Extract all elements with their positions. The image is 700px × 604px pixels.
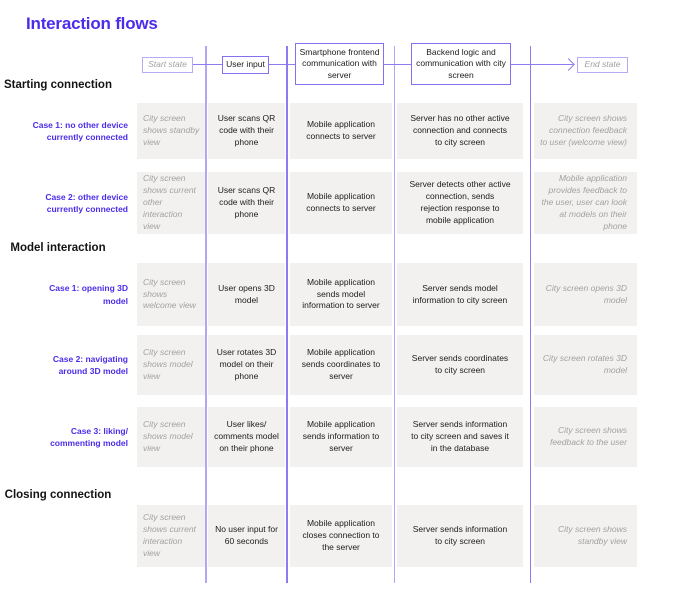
header-box-user-input: User input	[222, 56, 269, 74]
cell-backend: Server sends information to city screen …	[397, 407, 523, 467]
case-label: Case 1: opening 3D model	[49, 283, 128, 306]
column-separator-line	[393, 46, 395, 583]
cell-smartphone: Mobile application closes connection to …	[290, 505, 392, 567]
header-box-start-state: Start state	[142, 57, 193, 73]
flow-connector	[269, 64, 296, 66]
cell-user-input: No user input for 60 seconds	[208, 505, 285, 567]
cell-start-state: City screen shows current interaction vi…	[137, 505, 205, 567]
cell-user-input: User scans QR code with their phone	[208, 103, 285, 159]
cell-backend: Server sends coordinates to city screen	[397, 335, 523, 395]
flow-connector	[193, 64, 223, 66]
flow-connector-arrow-line	[511, 64, 573, 66]
table-row: Case 2: navigating around 3D model City …	[0, 335, 700, 395]
table-row: Case 2: other device currently connected…	[0, 172, 700, 234]
header-box-smartphone-frontend: Smartphone frontend communication with s…	[295, 43, 384, 85]
cell-backend: Server sends model information to city s…	[397, 263, 523, 326]
cell-backend: Server has no other active connection an…	[397, 103, 523, 159]
cell-end-state: City screen shows feedback to the user	[534, 407, 637, 467]
case-label: Case 3: liking/ commenting model	[50, 425, 128, 448]
table-row: Case 1: opening 3D model City screen sho…	[0, 263, 700, 326]
section-heading-model-interaction: Model interaction	[10, 242, 106, 254]
cell-end-state: City screen opens 3D model	[534, 263, 637, 326]
case-label	[30, 505, 128, 567]
cell-end-state: Mobile application provides feedback to …	[534, 172, 637, 234]
cell-backend: Server sends information to city screen	[397, 505, 523, 567]
table-row: City screen shows current interaction vi…	[0, 505, 700, 567]
case-label: Case 2: navigating around 3D model	[52, 353, 128, 376]
cell-user-input: User opens 3D model	[208, 263, 285, 326]
arrow-right-icon	[562, 58, 575, 71]
cell-start-state: City screen shows welcome view	[137, 263, 205, 326]
header-box-backend-logic: Backend logic and communication with cit…	[411, 43, 511, 85]
column-separator-line	[286, 46, 288, 583]
cell-end-state: City screen rotates 3D model	[534, 335, 637, 395]
header-box-end-state: End state	[577, 57, 628, 73]
cell-start-state: City screen shows current other interact…	[137, 172, 205, 234]
cell-smartphone: Mobile application sends information to …	[290, 407, 392, 467]
case-label: Case 1: no other device currently connec…	[32, 119, 128, 142]
cell-start-state: City screen shows model view	[137, 335, 205, 395]
flow-connector	[384, 64, 412, 66]
column-separator-line	[205, 46, 207, 583]
cell-user-input: User scans QR code with their phone	[208, 172, 285, 234]
cell-end-state: City screen shows standby view	[534, 505, 637, 567]
cell-backend: Server detects other active connection, …	[397, 172, 523, 234]
section-heading-closing-connection: Closing connection	[4, 489, 112, 501]
case-label: Case 2: other device currently connected	[45, 191, 128, 214]
section-heading-starting-connection: Starting connection	[4, 79, 112, 91]
cell-start-state: City screen shows model view	[137, 407, 205, 467]
table-row: Case 3: liking/ commenting model City sc…	[0, 407, 700, 467]
page-title: Interaction flows	[26, 14, 158, 33]
cell-smartphone: Mobile application sends model informati…	[290, 263, 392, 326]
cell-smartphone: Mobile application sends coordinates to …	[290, 335, 392, 395]
cell-end-state: City screen shows connection feedback to…	[534, 103, 637, 159]
column-separator-line	[529, 46, 531, 583]
cell-smartphone: Mobile application connects to server	[290, 103, 392, 159]
cell-user-input: User likes/ comments model on their phon…	[208, 407, 285, 467]
table-row: Case 1: no other device currently connec…	[0, 103, 700, 159]
cell-smartphone: Mobile application connects to server	[290, 172, 392, 234]
cell-start-state: City screen shows standby view	[137, 103, 205, 159]
cell-user-input: User rotates 3D model on their phone	[208, 335, 285, 395]
